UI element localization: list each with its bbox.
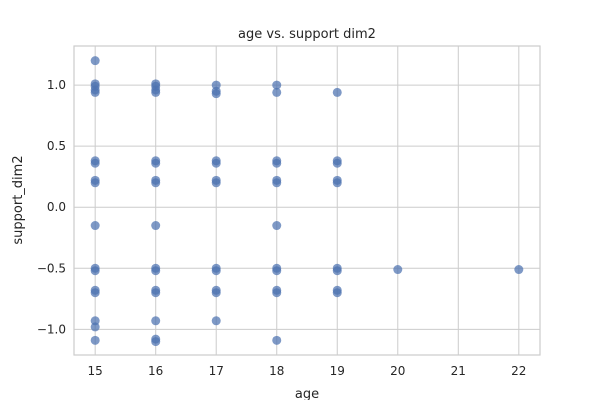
x-tick-label: 18: [269, 364, 284, 378]
x-tick-label: 19: [330, 364, 345, 378]
scatter-point: [151, 337, 161, 347]
scatter-point: [272, 288, 282, 298]
x-tick-label: 22: [511, 364, 526, 378]
scatter-point: [272, 221, 282, 231]
scatter-point: [332, 266, 342, 276]
scatter-point: [332, 178, 342, 188]
scatter-point: [514, 265, 524, 275]
chart-title: age vs. support dim2: [238, 27, 376, 42]
y-tick-label: −0.5: [37, 261, 66, 275]
scatter-point: [90, 335, 100, 345]
scatter-point: [393, 265, 403, 275]
scatter-point: [211, 158, 221, 168]
y-tick-labels: −1.0 −0.5 0.0 0.5 1.0: [37, 78, 66, 336]
scatter-point: [211, 178, 221, 188]
y-tick-label: 0.5: [47, 139, 66, 153]
y-tick-label: 0.0: [47, 200, 66, 214]
scatter-point: [90, 87, 100, 97]
scatter-point: [272, 80, 282, 90]
grid-lines: [74, 46, 540, 355]
scatter-point: [151, 178, 161, 188]
scatter-point: [90, 322, 100, 332]
scatter-point: [211, 316, 221, 326]
scatter-point: [332, 87, 342, 97]
x-tick-label: 16: [148, 364, 163, 378]
scatter-point: [90, 266, 100, 276]
y-axis-label: support_dim2: [11, 155, 26, 244]
scatter-point: [211, 288, 221, 298]
x-tick-labels: 15 16 17 18 19 20 21 22: [88, 364, 527, 378]
scatter-point: [151, 288, 161, 298]
x-tick-label: 20: [390, 364, 405, 378]
x-tick-label: 21: [451, 364, 466, 378]
scatter-point: [90, 56, 100, 66]
scatter-point: [90, 178, 100, 188]
scatter-point: [90, 158, 100, 168]
scatter-point: [272, 335, 282, 345]
scatter-point: [151, 87, 161, 97]
scatter-point: [90, 221, 100, 231]
plot-frame: [73, 45, 541, 356]
scatter-point: [151, 266, 161, 276]
data-points: [90, 56, 524, 347]
scatter-point: [272, 178, 282, 188]
scatter-point: [272, 87, 282, 97]
scatter-point: [272, 266, 282, 276]
scatter-point: [332, 288, 342, 298]
scatter-point: [211, 266, 221, 276]
y-tick-label: −1.0: [37, 322, 66, 336]
x-tick-label: 15: [88, 364, 103, 378]
x-tick-label: 17: [209, 364, 224, 378]
scatter-point: [151, 158, 161, 168]
scatter-point: [272, 158, 282, 168]
scatter-point: [151, 316, 161, 326]
scatter-point: [332, 158, 342, 168]
scatter-point: [90, 288, 100, 298]
y-tick-label: 1.0: [47, 78, 66, 92]
scatter-point: [211, 89, 221, 99]
scatter-point: [151, 221, 161, 231]
x-axis-label: age: [295, 387, 319, 400]
